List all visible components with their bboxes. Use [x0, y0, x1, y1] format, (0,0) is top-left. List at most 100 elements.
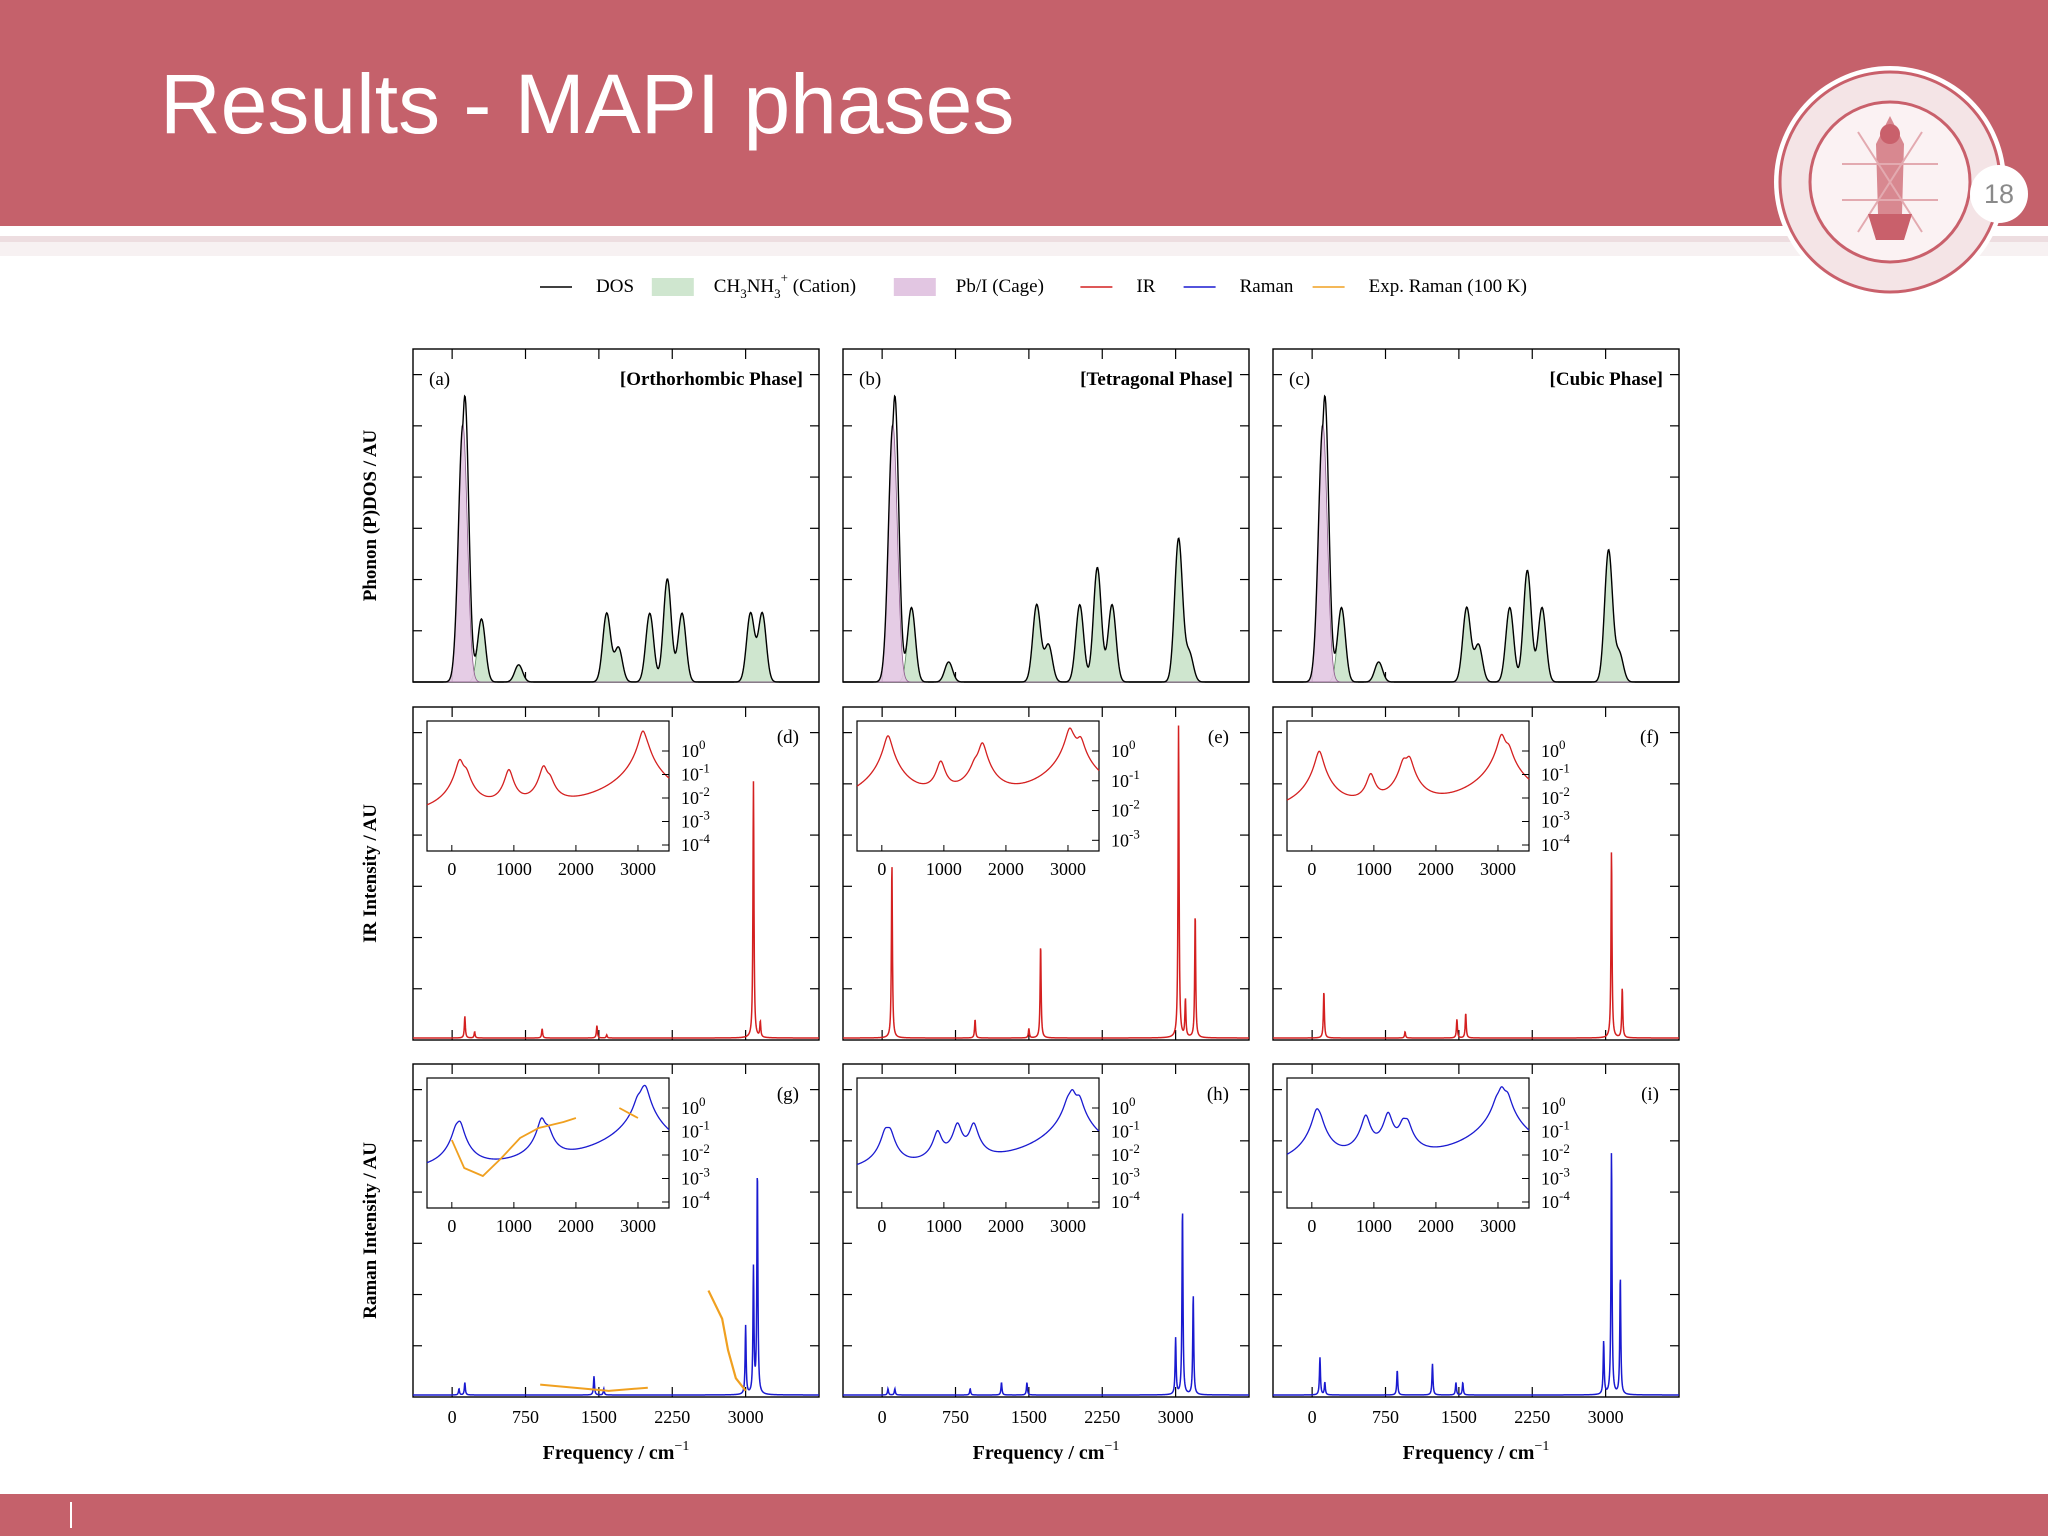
slide-footer: [0, 1494, 2048, 1536]
inset-y-tick-label: 10-2: [1541, 784, 1570, 808]
inset-frame: [426, 1077, 670, 1209]
inset-log-plot: 0 1000 2000 3000 100 10-1 10-2 10-3: [856, 720, 1140, 879]
ir-spectrum-line: [1273, 852, 1679, 1039]
inset-x-tick-label: 0: [447, 1216, 456, 1236]
phase-label: [Orthorhombic Phase]: [620, 369, 803, 390]
inset-x-tick-label: 0: [877, 1216, 886, 1236]
panel-frame: [1272, 706, 1680, 1041]
inset-x-tick-label: 0: [1307, 1216, 1316, 1236]
inset-x-tick-label: 0: [1307, 859, 1316, 879]
inset-x-tick-label: 3000: [620, 1216, 656, 1236]
inset-y-tick-label: 10-1: [681, 761, 710, 785]
panel-e: (e) 0 1000 2000 3000 100 10-1 10-2 10-3: [842, 706, 1250, 1041]
panel-frame: [842, 348, 1250, 683]
panel-frame: [412, 706, 820, 1041]
exp-raman-line-low: [540, 1383, 648, 1392]
phase-label: [Tetragonal Phase]: [1080, 369, 1233, 390]
total-dos-line: [1273, 394, 1679, 683]
inset-y-tick-label: 10-2: [1111, 797, 1140, 821]
legend-label-5: Exp. Raman (100 K): [1369, 276, 1527, 297]
x-tick-label: 0: [448, 1407, 457, 1427]
cation-dos-fill: [843, 537, 1249, 683]
inset-y-tick-label: 10-4: [681, 831, 710, 855]
page-number: 18: [1970, 165, 2028, 223]
x-tick-label: 750: [512, 1407, 539, 1427]
inset-frame: [1286, 1077, 1530, 1209]
inset-x-tick-label: 0: [877, 859, 886, 879]
slide-title: Results - MAPI phases: [160, 57, 1015, 151]
panel-g: 0 750 1500 2250 3000(g)0 1000 2000 300010010-11…: [412, 1063, 820, 1464]
x-tick-label: 1500: [1011, 1407, 1047, 1427]
inset-frame: [856, 1077, 1100, 1209]
y-axis-label-ir: IR Intensity / AU: [360, 804, 381, 943]
x-tick-label: 1500: [581, 1407, 617, 1427]
inset-y-tick-label: 10-1: [1111, 1118, 1140, 1142]
inset-frame: [1286, 720, 1530, 852]
inset-y-tick-label: 100: [681, 737, 706, 761]
university-seal-icon: [1774, 66, 2006, 298]
inset-y-tick-label: 100: [1111, 737, 1136, 761]
legend-label-0: DOS: [596, 276, 634, 297]
panel-h: 0 750 1500 2250 3000(h)0 1000 2000 300010010-11…: [842, 1063, 1250, 1464]
legend-label-3: IR: [1136, 276, 1155, 297]
x-axis-label: Frequency / cm−1: [1403, 1439, 1550, 1464]
inset-x-tick-label: 1000: [496, 1216, 532, 1236]
inset-y-tick-label: 10-3: [681, 808, 710, 832]
legend-label-1: CH3NH3+ (Cation): [714, 270, 856, 301]
footer-divider: [70, 1502, 72, 1528]
x-tick-label: 3000: [1588, 1407, 1624, 1427]
total-dos-line: [413, 394, 819, 683]
inset-spectrum-line: [1286, 733, 1530, 801]
inset-x-tick-label: 1000: [1356, 1216, 1392, 1236]
panel-frame: [842, 1063, 1250, 1398]
inset-y-tick-label: 100: [1541, 1094, 1566, 1118]
inset-x-tick-label: 2000: [1418, 859, 1454, 879]
inset-y-tick-label: 10-1: [1541, 761, 1570, 785]
panel-b: (b) [Tetragonal Phase]: [842, 348, 1250, 683]
cage-dos-fill: [843, 422, 1249, 683]
inset-x-tick-label: 3000: [620, 859, 656, 879]
inset-y-tick-label: 10-4: [1111, 1188, 1140, 1212]
inset-y-tick-label: 10-3: [1541, 808, 1570, 832]
phase-label: [Cubic Phase]: [1550, 369, 1663, 390]
panel-letter: (e): [1208, 727, 1229, 748]
inset-y-tick-label: 10-1: [1111, 767, 1140, 791]
raman-spectrum-line: [413, 1177, 819, 1396]
inset-x-tick-label: 2000: [1418, 1216, 1454, 1236]
inset-x-tick-label: 3000: [1480, 1216, 1516, 1236]
panel-frame: [842, 706, 1250, 1041]
legend-swatch-1: [651, 278, 694, 296]
inset-x-tick-label: 3000: [1050, 1216, 1086, 1236]
y-axis-label-raman: Raman Intensity / AU: [360, 1142, 381, 1319]
panel-a: (a) [Orthorhombic Phase]: [412, 348, 820, 683]
inset-y-tick-label: 100: [1541, 737, 1566, 761]
legend-label-4: Raman: [1240, 276, 1294, 297]
inset-frame: [426, 720, 670, 852]
x-tick-label: 750: [1372, 1407, 1399, 1427]
inset-x-tick-label: 0: [447, 859, 456, 879]
inset-y-tick-label: 10-3: [1111, 1165, 1140, 1189]
inset-x-tick-label: 1000: [1356, 859, 1392, 879]
inset-y-tick-label: 100: [681, 1094, 706, 1118]
phonon-spectra-chart: DOS CH3NH3+ (Cation) Pb/I (Cage) IR Raman Exp…: [360, 270, 1680, 1464]
x-axis-label: Frequency / cm−1: [973, 1439, 1120, 1464]
x-tick-label: 2250: [1514, 1407, 1550, 1427]
header-divider-stripe-light: [0, 242, 2048, 256]
total-dos-line: [843, 394, 1249, 683]
inset-x-tick-label: 2000: [558, 859, 594, 879]
inset-x-tick-label: 1000: [926, 859, 962, 879]
inset-x-tick-label: 2000: [558, 1216, 594, 1236]
inset-x-tick-label: 1000: [496, 859, 532, 879]
panel-frame: [412, 1063, 820, 1398]
inset-y-tick-label: 100: [1111, 1094, 1136, 1118]
ir-spectrum-line: [843, 725, 1250, 1039]
inset-y-tick-label: 10-4: [1541, 1188, 1570, 1212]
inset-y-tick-label: 10-4: [1541, 831, 1570, 855]
inset-spectrum-line: [856, 727, 1100, 787]
chart-legend: DOS CH3NH3+ (Cation) Pb/I (Cage) IR Raman Exp…: [540, 270, 1527, 301]
inset-y-tick-label: 10-1: [1541, 1118, 1570, 1142]
